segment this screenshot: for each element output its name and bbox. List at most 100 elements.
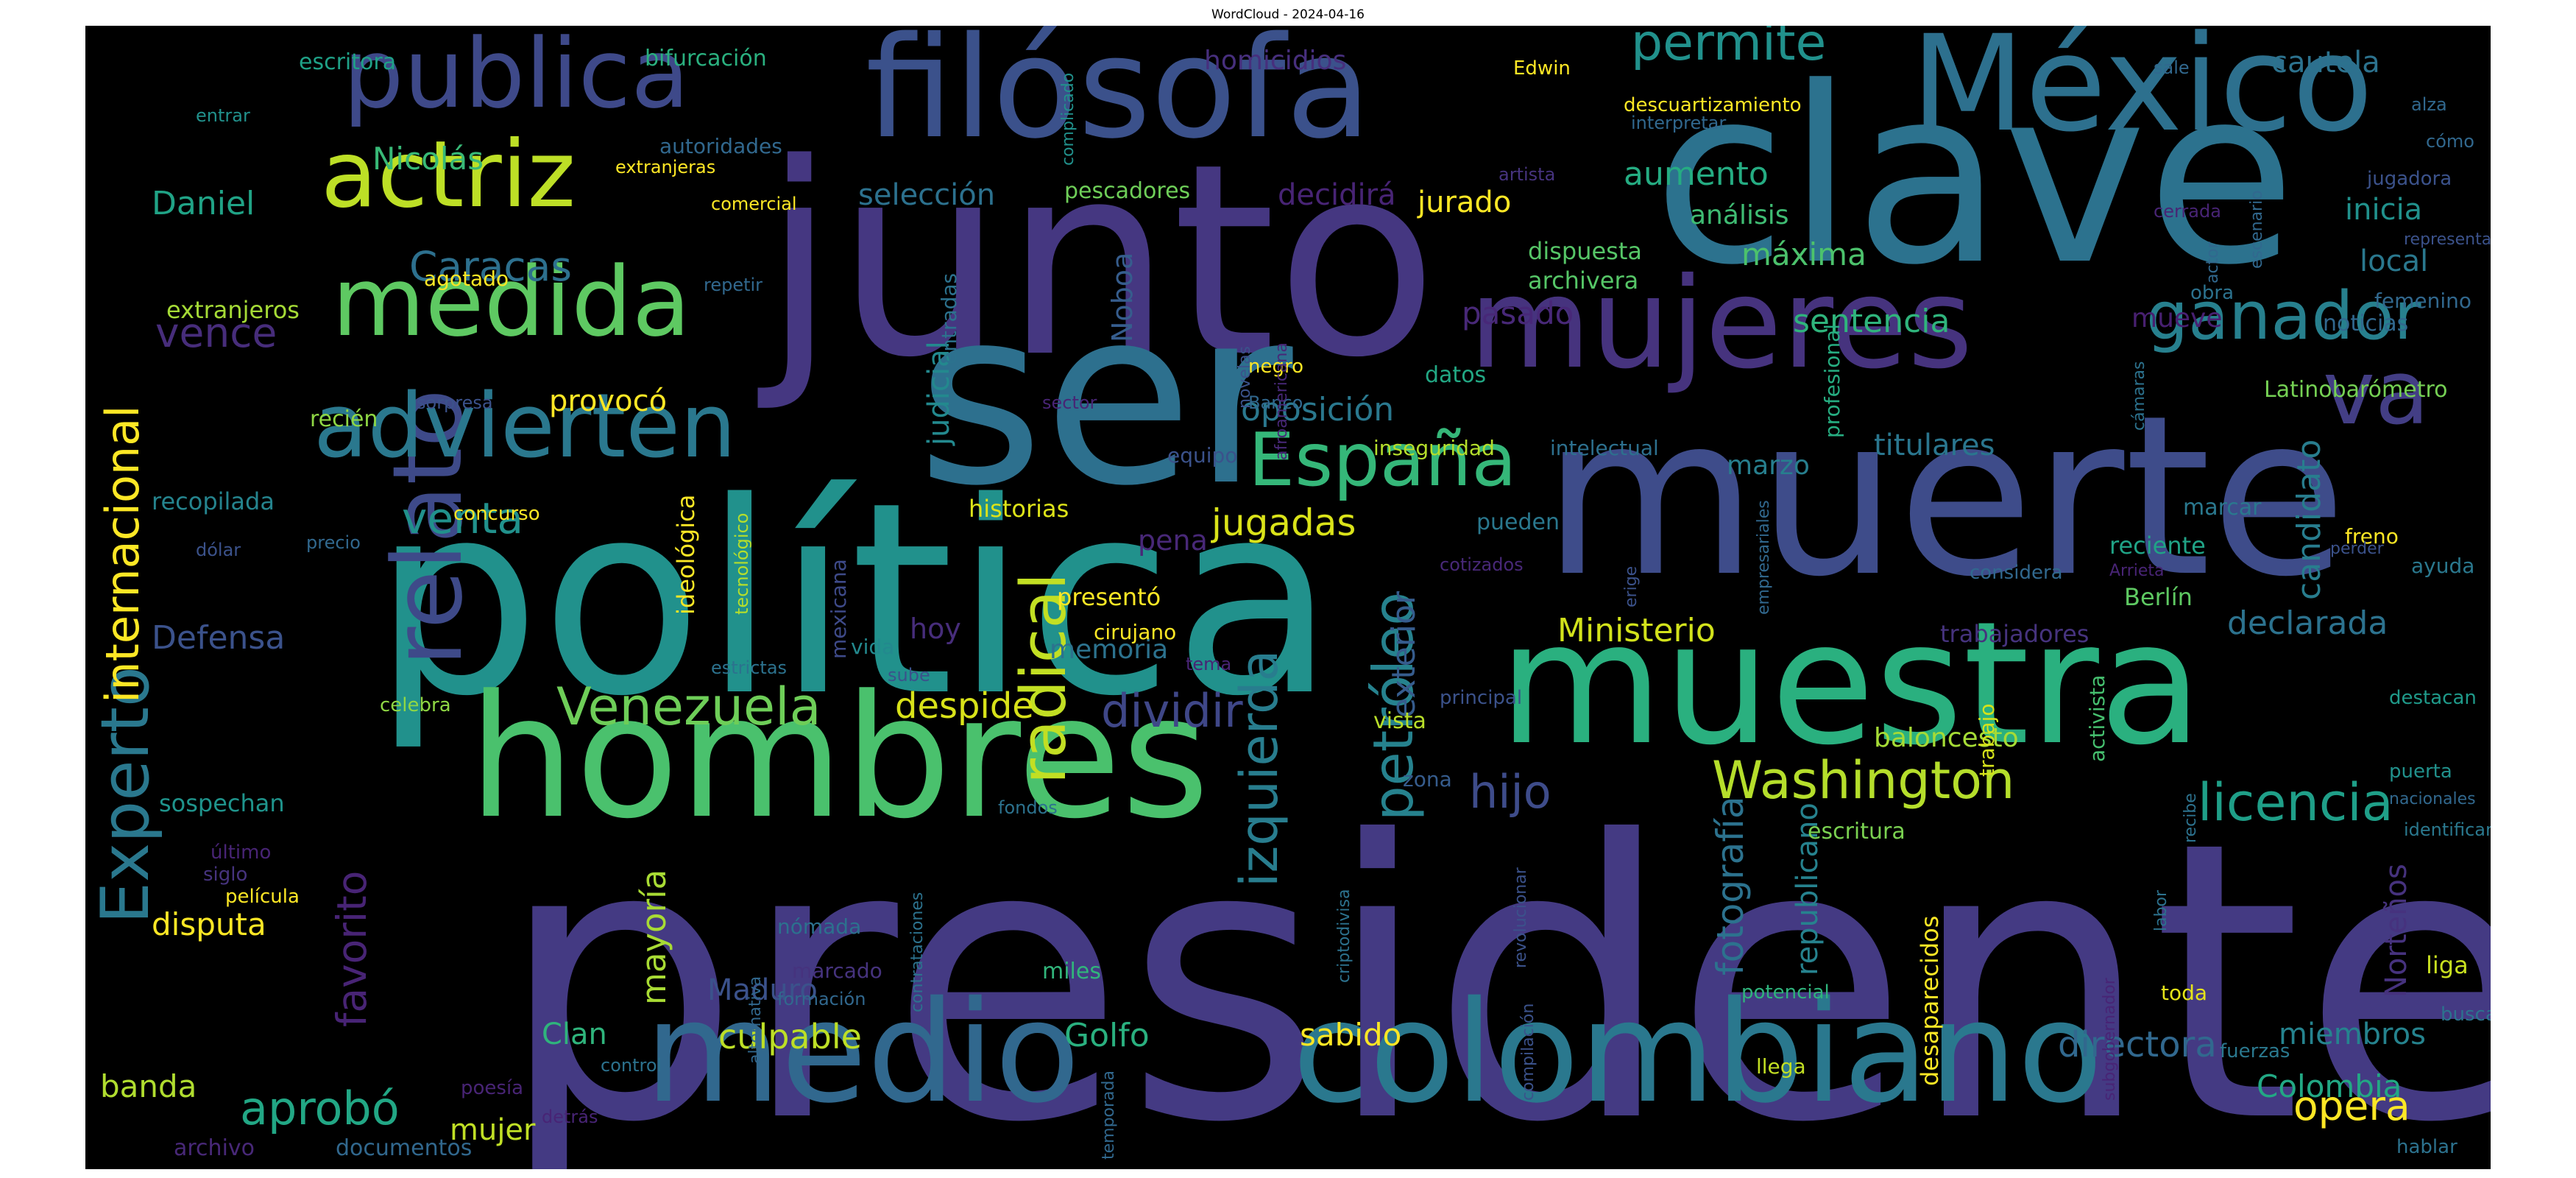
cloud-word: destacan (2389, 687, 2477, 709)
cloud-word: baloncesto (1874, 723, 2019, 753)
cloud-word: banda (100, 1068, 197, 1104)
cloud-word: llega (1756, 1054, 1806, 1079)
cloud-word: sale (2154, 57, 2190, 78)
cloud-word: hombres (468, 660, 1210, 856)
cloud-word: formación (777, 989, 866, 1009)
cloud-word: sabido (1300, 1017, 1402, 1053)
cloud-word: alternativa (746, 976, 765, 1064)
cloud-word: historias (969, 495, 1069, 523)
cloud-word: directora (2058, 1024, 2217, 1065)
cloud-word: colombiano (1292, 971, 2103, 1134)
cloud-word: Nicolás (372, 141, 484, 177)
cloud-word: pena (1138, 524, 1208, 557)
cloud-word: ideológica (672, 494, 700, 615)
cloud-word: presidente (498, 760, 2491, 1169)
cloud-word: hijo (1469, 765, 1551, 819)
cloud-word: favorito (328, 870, 375, 1027)
cloud-word: Daniel (152, 185, 255, 222)
cloud-word: provocó (549, 384, 668, 418)
cloud-word: licencia (2198, 772, 2393, 833)
cloud-word: equipo (1167, 443, 1238, 468)
cloud-word: aprobó (240, 1082, 400, 1135)
cloud-word: vence (155, 309, 277, 356)
cloud-word: aumento (1624, 155, 1769, 193)
cloud-word: pueden (1476, 509, 1560, 535)
cloud-word: hoy (910, 613, 961, 645)
cloud-word: entrar (196, 105, 250, 126)
cloud-word: pescadores (1064, 178, 1191, 204)
cloud-word: agotado (424, 267, 509, 291)
chart-title: WordCloud - 2024-04-16 (1211, 7, 1365, 22)
cloud-word: marcado (792, 959, 882, 983)
cloud-word: reciente (2109, 532, 2206, 560)
cloud-word: busca (2441, 1004, 2491, 1026)
cloud-word: política (372, 445, 1336, 754)
cloud-word: extranjeros (166, 296, 300, 324)
cloud-word: tema (1186, 654, 1232, 674)
cloud-word: mexicana (827, 559, 851, 659)
cloud-word: Venezuela (556, 677, 821, 737)
cloud-word: cautela (2271, 46, 2380, 80)
cloud-word: autoridades (659, 134, 782, 158)
cloud-word: celebra (380, 694, 451, 716)
cloud-word: muerte (1543, 368, 2347, 625)
cloud-word: medida (332, 246, 691, 358)
cloud-word: bifurcación (645, 46, 767, 71)
cloud-word: titulares (1874, 428, 1995, 462)
cloud-word: nacionales (2389, 790, 2476, 808)
cloud-word: archivo (174, 1135, 255, 1161)
cloud-word: artista (1498, 164, 1556, 185)
cloud-word: trabajadores (1940, 620, 2090, 648)
cloud-word: Noboa (1106, 252, 1139, 342)
cloud-word: nómada (777, 914, 862, 939)
cloud-word: subgobernador (2101, 978, 2119, 1101)
cloud-word: profesional (1820, 323, 1844, 438)
cloud-word: dividir (1101, 684, 1243, 738)
cloud-word: Edwin (1513, 57, 1571, 80)
cloud-word: Norteños (2379, 864, 2413, 998)
cloud-word: Experto (87, 666, 164, 924)
cloud-word: filósofa (866, 26, 1372, 169)
cloud-word: principal (1440, 687, 1523, 709)
cloud-word: Ministerio (1557, 612, 1716, 649)
cloud-word: freno (2345, 524, 2399, 549)
cloud-word: datos (1425, 362, 1487, 388)
cloud-word: recopilada (152, 487, 275, 515)
cloud-word: Defensa (152, 619, 286, 657)
cloud-word: vista (1373, 708, 1426, 734)
cloud-word: inseguridad (1373, 436, 1495, 460)
cloud-word: revolucionar (1512, 867, 1530, 968)
cloud-word: fuerzas (2220, 1040, 2290, 1062)
cloud-word: control (601, 1055, 662, 1076)
cloud-word: criptodivisa (1335, 889, 1354, 983)
cloud-word: cómo (2426, 131, 2474, 152)
cloud-word: entradas (937, 272, 961, 364)
cloud-word: documentos (336, 1135, 473, 1161)
cloud-word: identificar (2404, 819, 2491, 840)
cloud-word: mueve (2131, 303, 2223, 334)
cloud-word: precio (306, 532, 361, 553)
cloud-word: comercial (711, 194, 797, 214)
cloud-word: cirujano (1094, 620, 1177, 644)
cloud-word: noticias (2323, 311, 2409, 336)
cloud-word: exterior (1385, 591, 1423, 718)
cloud-word: sorpresa (417, 392, 493, 413)
cloud-word: selección (858, 178, 996, 212)
cloud-word: Golfo (1064, 1017, 1150, 1054)
cloud-word: fotografía (1709, 796, 1752, 976)
cloud-word: puerta (2389, 761, 2452, 783)
cloud-word: hablar (2396, 1136, 2458, 1158)
cloud-word: escritora (299, 49, 397, 75)
cloud-word: dispuesta (1528, 237, 1642, 265)
cloud-word: España (1248, 417, 1517, 503)
cloud-word: cerrada (2154, 201, 2221, 222)
cloud-word: negro (1248, 356, 1304, 378)
cloud-word: sentencia (1793, 303, 1950, 340)
cloud-word: contrataciones (908, 892, 927, 1012)
cloud-word: ayuda (2411, 554, 2475, 578)
cloud-word: Colombia (2257, 1068, 2402, 1104)
cloud-word: máxima (1741, 236, 1866, 272)
word-cloud: presidenteprocesopolíticajuntoclavesermu… (85, 26, 2491, 1169)
cloud-word: despide (895, 685, 1034, 727)
cloud-word: Banco (1248, 392, 1303, 413)
